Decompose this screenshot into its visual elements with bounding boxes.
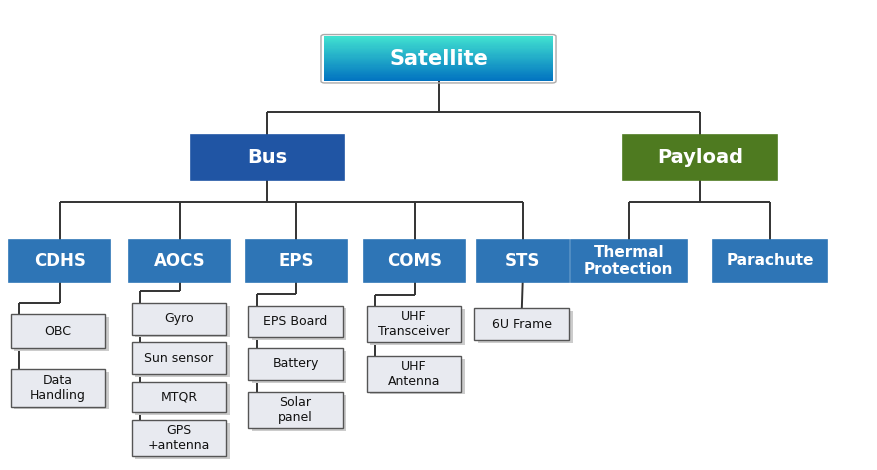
- Bar: [474, 308, 569, 340]
- Bar: [324, 58, 553, 59]
- Text: CDHS: CDHS: [33, 252, 86, 270]
- Text: Satellite: Satellite: [389, 49, 488, 69]
- Bar: [324, 52, 553, 53]
- Bar: [571, 240, 687, 282]
- Bar: [324, 43, 553, 44]
- Bar: [324, 46, 553, 47]
- Bar: [132, 342, 226, 374]
- Bar: [324, 42, 553, 43]
- Bar: [478, 311, 573, 343]
- Bar: [132, 382, 226, 412]
- Bar: [324, 76, 553, 77]
- Bar: [324, 80, 553, 81]
- Bar: [135, 345, 230, 377]
- Text: EPS Board: EPS Board: [263, 315, 328, 328]
- Bar: [324, 51, 553, 52]
- Bar: [324, 55, 553, 56]
- Bar: [713, 240, 827, 282]
- Bar: [132, 303, 226, 335]
- Bar: [324, 47, 553, 49]
- Text: Sun sensor: Sun sensor: [145, 352, 213, 365]
- Bar: [324, 65, 553, 67]
- Bar: [248, 306, 343, 337]
- Text: AOCS: AOCS: [154, 252, 205, 270]
- Bar: [11, 369, 105, 407]
- Text: OBC: OBC: [45, 325, 71, 338]
- Bar: [324, 71, 553, 72]
- Text: Data
Handling: Data Handling: [30, 374, 86, 402]
- Bar: [624, 135, 777, 180]
- Bar: [324, 73, 553, 74]
- Bar: [14, 317, 109, 351]
- Bar: [477, 240, 569, 282]
- Bar: [130, 240, 230, 282]
- Bar: [10, 240, 111, 282]
- Bar: [324, 38, 553, 39]
- Text: UHF
Antenna: UHF Antenna: [388, 360, 440, 388]
- Text: 6U Frame: 6U Frame: [492, 318, 552, 331]
- Text: UHF
Transceiver: UHF Transceiver: [378, 310, 450, 338]
- Bar: [324, 64, 553, 65]
- Bar: [252, 395, 346, 431]
- Bar: [324, 77, 553, 78]
- Text: Bus: Bus: [247, 148, 288, 167]
- Bar: [324, 74, 553, 76]
- Bar: [135, 384, 230, 415]
- Bar: [367, 356, 461, 392]
- Text: Gyro: Gyro: [164, 312, 194, 325]
- Text: MTQR: MTQR: [160, 390, 197, 403]
- Bar: [11, 314, 105, 348]
- Bar: [324, 39, 553, 40]
- Bar: [248, 348, 343, 380]
- Bar: [324, 68, 553, 69]
- Bar: [324, 56, 553, 58]
- Bar: [324, 50, 553, 51]
- Bar: [324, 63, 553, 64]
- Text: Solar
panel: Solar panel: [278, 396, 313, 424]
- Bar: [324, 49, 553, 50]
- Text: EPS: EPS: [279, 252, 314, 270]
- Bar: [324, 44, 553, 46]
- Bar: [324, 37, 553, 38]
- Bar: [324, 79, 553, 80]
- Bar: [324, 53, 553, 54]
- Bar: [252, 308, 346, 340]
- Bar: [324, 62, 553, 63]
- Bar: [135, 306, 230, 337]
- Bar: [248, 392, 343, 428]
- Text: Battery: Battery: [273, 357, 318, 370]
- Bar: [370, 309, 465, 345]
- Bar: [324, 40, 553, 41]
- Text: Thermal
Protection: Thermal Protection: [584, 245, 674, 277]
- Bar: [367, 306, 461, 342]
- Bar: [324, 72, 553, 73]
- Text: COMS: COMS: [388, 252, 442, 270]
- Bar: [246, 240, 347, 282]
- Bar: [324, 59, 553, 60]
- Bar: [191, 135, 344, 180]
- Bar: [324, 70, 553, 71]
- Text: STS: STS: [505, 252, 540, 270]
- Bar: [135, 423, 230, 459]
- Bar: [252, 351, 346, 383]
- Text: Payload: Payload: [657, 148, 743, 167]
- Bar: [324, 69, 553, 70]
- Bar: [324, 67, 553, 68]
- Bar: [324, 41, 553, 42]
- Text: Parachute: Parachute: [726, 253, 814, 268]
- Bar: [324, 60, 553, 61]
- Bar: [370, 359, 465, 394]
- Bar: [365, 240, 465, 282]
- Bar: [324, 78, 553, 79]
- Bar: [14, 372, 109, 409]
- Bar: [324, 61, 553, 62]
- Bar: [132, 420, 226, 456]
- Text: GPS
+antenna: GPS +antenna: [147, 424, 210, 452]
